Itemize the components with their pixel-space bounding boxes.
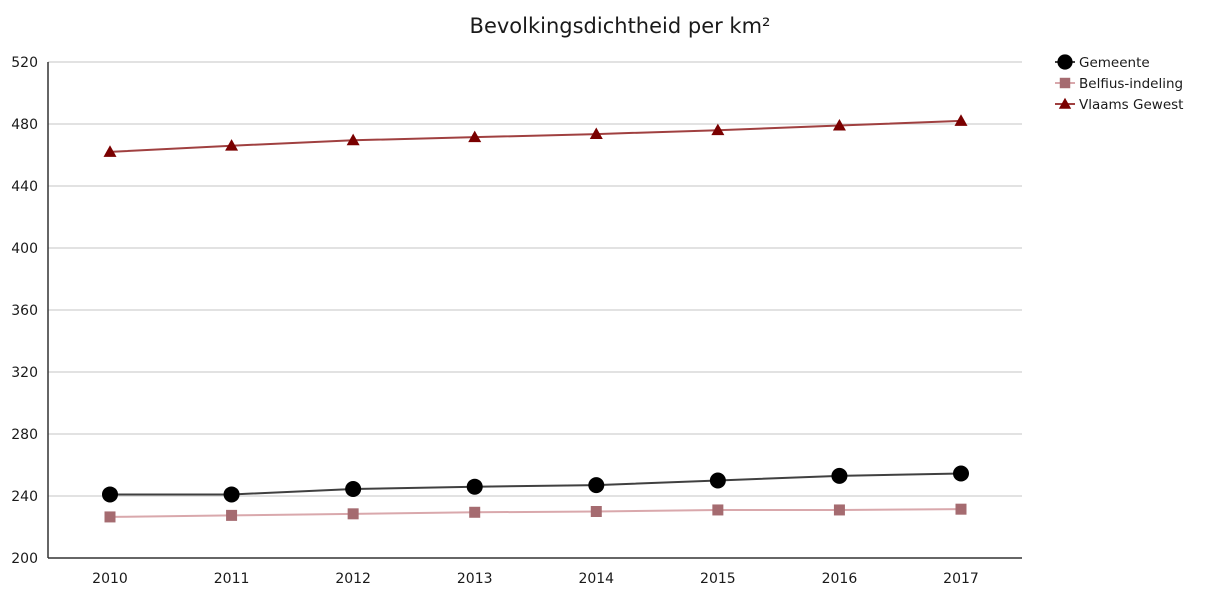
data-point-belfius-indeling <box>347 508 359 520</box>
y-tick-label: 520 <box>11 55 38 71</box>
y-tick-label: 440 <box>11 179 38 195</box>
legend-item-belfius-indeling: Belfius-indeling <box>1055 76 1183 92</box>
data-point-belfius-indeling <box>955 503 967 515</box>
data-point-gemeente <box>102 486 118 503</box>
chart-title: Bevolkingsdichtheid per km² <box>469 14 771 38</box>
data-point-vlaams-gewest <box>589 127 603 140</box>
data-point-belfius-indeling <box>226 509 238 521</box>
data-point-belfius-indeling <box>104 511 116 523</box>
data-point-gemeente <box>466 478 483 495</box>
data-point-vlaams-gewest <box>225 139 239 151</box>
data-point-gemeente <box>588 477 605 494</box>
data-point-belfius-indeling <box>590 506 602 517</box>
legend-label: Vlaams Gewest <box>1079 97 1183 113</box>
x-tick-label: 2011 <box>214 571 250 587</box>
legend-label: Belfius-indeling <box>1079 76 1183 92</box>
legend-label: Gemeente <box>1079 55 1150 71</box>
y-tick-label: 480 <box>11 117 38 133</box>
data-point-belfius-indeling <box>712 504 724 516</box>
data-point-vlaams-gewest <box>103 145 117 157</box>
y-tick-label: 320 <box>11 365 38 381</box>
grid-layer <box>48 61 1022 497</box>
series-line-belfius-indeling <box>109 508 962 518</box>
legend-marker-belfius-indeling <box>1059 77 1071 89</box>
legend-marker-vlaams-gewest <box>1058 97 1072 109</box>
data-point-gemeente <box>709 472 726 489</box>
series-gemeente <box>102 465 969 503</box>
legend-item-gemeente: Gemeente <box>1055 54 1150 71</box>
data-point-vlaams-gewest <box>954 114 968 126</box>
legend-marker-gemeente <box>1057 54 1073 70</box>
x-tick-label: 2012 <box>335 571 371 587</box>
axis-layer: 200 240 280 320 360 400 440 480 520 2010 2011 2012 2… <box>11 55 1022 587</box>
y-tick-label: 240 <box>11 489 38 505</box>
y-tick-label: 280 <box>11 427 38 443</box>
legend: Gemeente Belfius-indeling Vlaams Gewest <box>1055 54 1183 113</box>
data-point-vlaams-gewest <box>711 123 725 136</box>
x-tick-label: 2013 <box>457 571 493 587</box>
data-point-gemeente <box>953 465 969 482</box>
x-tick-label: 2017 <box>943 571 979 587</box>
series-layer <box>102 114 969 523</box>
legend-item-vlaams-gewest: Vlaams Gewest <box>1055 97 1183 113</box>
data-point-vlaams-gewest <box>468 130 482 143</box>
x-tick-label: 2015 <box>700 571 736 587</box>
data-point-vlaams-gewest <box>832 118 846 131</box>
series-line-vlaams-gewest <box>109 119 962 153</box>
series-line-gemeente <box>110 472 962 496</box>
data-point-belfius-indeling <box>469 506 481 518</box>
series-belfius-indeling <box>104 503 967 523</box>
data-point-belfius-indeling <box>833 504 845 516</box>
data-point-vlaams-gewest <box>346 133 360 146</box>
data-point-gemeente <box>223 486 240 503</box>
data-point-gemeente <box>831 467 848 484</box>
x-tick-label: 2010 <box>92 571 128 587</box>
y-tick-label: 200 <box>11 551 38 567</box>
data-point-gemeente <box>345 481 362 498</box>
series-vlaams-gewest <box>103 114 968 157</box>
x-tick-label: 2016 <box>822 571 858 587</box>
y-tick-label: 400 <box>11 241 38 257</box>
x-tick-label: 2014 <box>578 571 614 587</box>
y-tick-label: 360 <box>11 303 38 319</box>
